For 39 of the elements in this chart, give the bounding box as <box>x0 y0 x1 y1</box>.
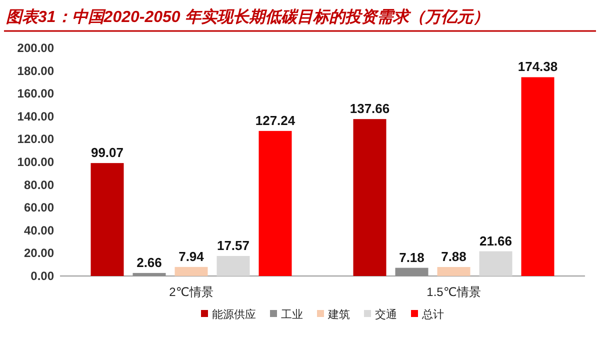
legend-label: 建筑 <box>327 308 350 321</box>
data-label: 99.07 <box>90 145 124 160</box>
chart-title: 图表31：中国2020-2050 年实现长期低碳目标的投资需求（万亿元） <box>6 8 489 26</box>
data-label: 127.24 <box>255 112 296 128</box>
bar <box>521 77 554 276</box>
legend-label: 交通 <box>375 308 397 321</box>
data-label: 17.57 <box>216 238 250 253</box>
legend-label: 能源供应 <box>212 308 256 321</box>
y-tick-label: 0.00 <box>30 269 54 283</box>
data-label: 7.94 <box>178 248 205 264</box>
y-tick-label: 180.00 <box>17 64 54 78</box>
bar <box>437 267 470 276</box>
data-label: 2.66 <box>136 254 162 270</box>
y-tick-label: 20.00 <box>24 246 54 260</box>
y-tick-label: 200.00 <box>17 41 54 55</box>
data-label: 174.38 <box>518 59 558 74</box>
x-tick-label: 2℃情景 <box>169 285 214 299</box>
bar <box>90 163 124 276</box>
bar <box>132 272 166 276</box>
data-label: 21.66 <box>479 233 512 248</box>
legend-label: 总计 <box>421 308 444 321</box>
y-tick-label: 60.00 <box>24 200 54 215</box>
bar <box>395 268 428 276</box>
data-label: 7.18 <box>399 250 424 265</box>
y-tick-label: 160.00 <box>17 86 54 101</box>
x-tick-label: 1.5℃情景 <box>426 285 481 299</box>
bar <box>258 130 292 276</box>
y-tick-label: 120.00 <box>17 132 54 146</box>
bar <box>216 256 250 276</box>
data-label: 7.88 <box>441 249 466 264</box>
y-tick-label: 140.00 <box>17 109 54 124</box>
y-tick-label: 100.00 <box>17 155 54 169</box>
y-tick-label: 80.00 <box>24 178 54 192</box>
legend-label: 工业 <box>281 308 303 321</box>
y-tick-label: 40.00 <box>24 223 54 238</box>
bar <box>353 119 386 276</box>
data-label: 137.66 <box>350 101 390 116</box>
bar <box>479 251 512 276</box>
bar <box>174 266 208 276</box>
